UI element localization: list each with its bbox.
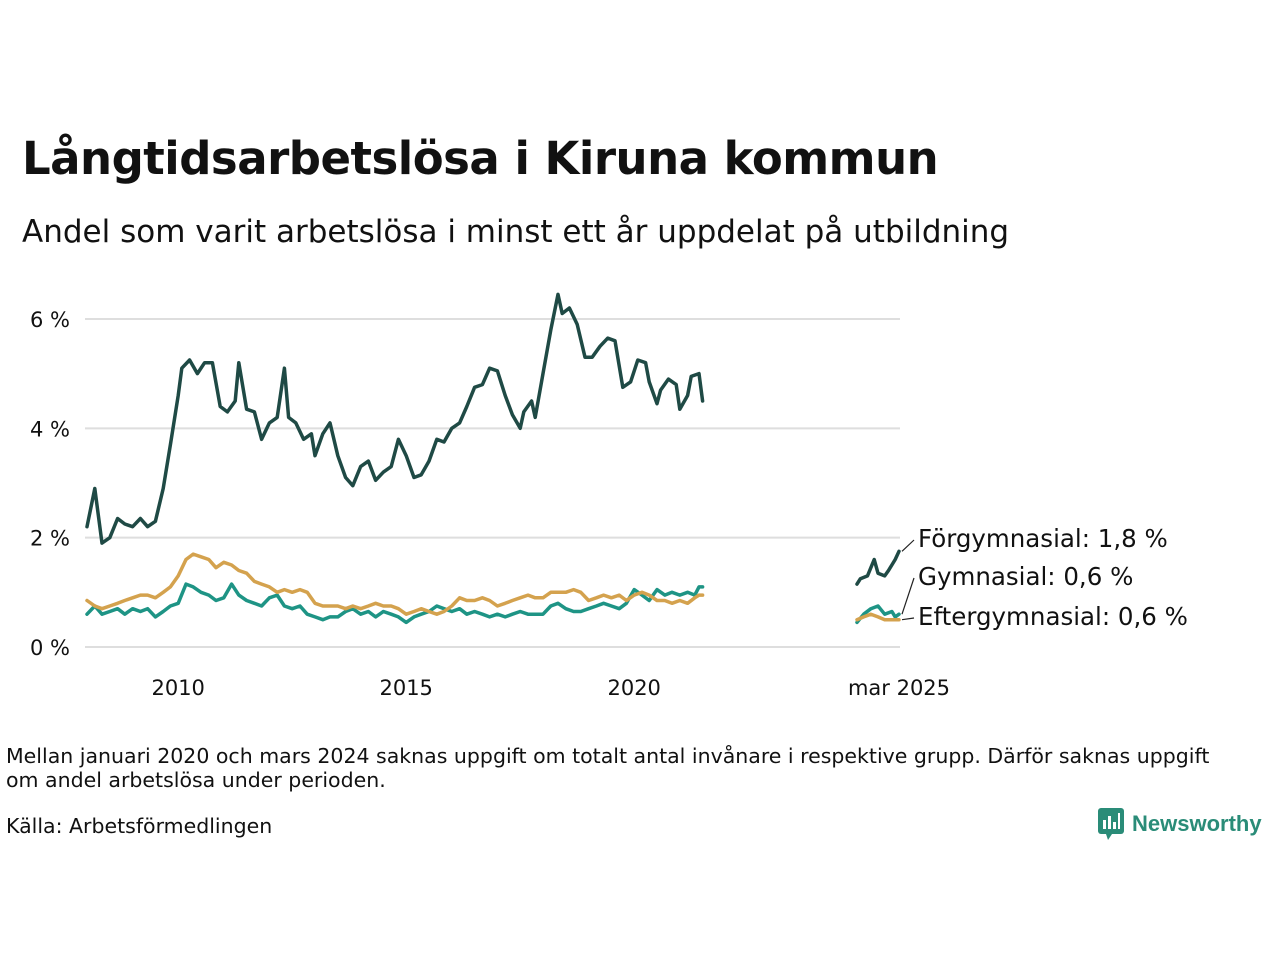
- label-leader-line: [901, 617, 915, 621]
- y-tick-label: 2 %: [30, 527, 70, 551]
- chart-title: Långtidsarbetslösa i Kiruna kommun: [22, 132, 939, 185]
- footnote: Mellan januari 2020 och mars 2024 saknas…: [6, 744, 1210, 792]
- x-tick-label: mar 2025: [848, 676, 950, 700]
- line-chart: 0 % 2 % 4 % 6 % 2010 2015 2020 mar 2025 Förgym…: [30, 292, 1188, 700]
- series-line-eftergymnasial: [85, 552, 901, 622]
- series-end-label: Gymnasial: 0,6 %: [918, 562, 1133, 591]
- series-line-förgymnasial: [85, 292, 901, 586]
- logo-text: Newsworthy: [1132, 811, 1262, 836]
- chart-subtitle: Andel som varit arbetslösa i minst ett å…: [22, 214, 1010, 250]
- y-tick-label: 4 %: [30, 417, 70, 441]
- series-end-label: Eftergymnasial: 0,6 %: [918, 602, 1188, 631]
- logo-icon: [1098, 808, 1124, 840]
- y-tick-label: 6 %: [30, 308, 70, 332]
- x-tick-label: 2015: [379, 676, 432, 700]
- series-end-label: Förgymnasial: 1,8 %: [918, 524, 1168, 553]
- label-leader-line: [901, 539, 915, 552]
- series-line-gymnasial: [85, 582, 901, 625]
- series-end-labels: Förgymnasial: 1,8 % Gymnasial: 0,6 % Efter…: [901, 524, 1188, 631]
- y-tick-label: 0 %: [30, 636, 70, 660]
- x-tick-label: 2010: [151, 676, 204, 700]
- gridlines: [85, 317, 900, 648]
- y-axis-ticks: 0 % 2 % 4 % 6 %: [30, 308, 70, 660]
- series-lines: [85, 292, 901, 625]
- x-tick-label: 2020: [607, 676, 660, 700]
- label-leader-line: [901, 577, 915, 615]
- newsworthy-logo: Newsworthy: [1098, 808, 1262, 840]
- source-text: Källa: Arbetsförmedlingen: [6, 814, 273, 838]
- x-axis-ticks: 2010 2015 2020 mar 2025: [151, 676, 950, 700]
